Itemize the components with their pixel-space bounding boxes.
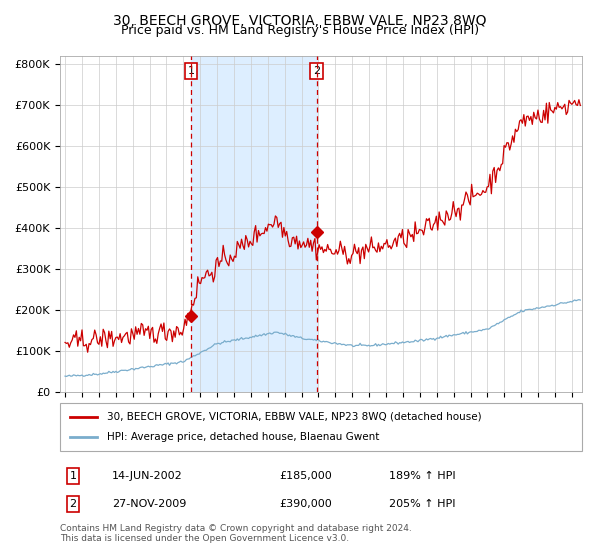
Bar (191, 56, 317, 392)
Text: 1: 1 (187, 66, 194, 76)
Text: £185,000: £185,000 (279, 471, 332, 481)
FancyBboxPatch shape (60, 403, 582, 451)
Text: 1: 1 (70, 471, 77, 481)
Text: Contains HM Land Registry data © Crown copyright and database right 2024.
This d: Contains HM Land Registry data © Crown c… (60, 524, 412, 543)
Text: 189% ↑ HPI: 189% ↑ HPI (389, 471, 455, 481)
Text: 27-NOV-2009: 27-NOV-2009 (112, 499, 187, 509)
Text: HPI: Average price, detached house, Blaenau Gwent: HPI: Average price, detached house, Blae… (107, 432, 379, 442)
Text: Price paid vs. HM Land Registry's House Price Index (HPI): Price paid vs. HM Land Registry's House … (121, 24, 479, 37)
Text: 30, BEECH GROVE, VICTORIA, EBBW VALE, NP23 8WQ (detached house): 30, BEECH GROVE, VICTORIA, EBBW VALE, NP… (107, 412, 482, 422)
Text: 30, BEECH GROVE, VICTORIA, EBBW VALE, NP23 8WQ: 30, BEECH GROVE, VICTORIA, EBBW VALE, NP… (113, 14, 487, 28)
Text: 205% ↑ HPI: 205% ↑ HPI (389, 499, 455, 509)
Text: £390,000: £390,000 (279, 499, 332, 509)
Text: 14-JUN-2002: 14-JUN-2002 (112, 471, 183, 481)
Text: 2: 2 (70, 499, 77, 509)
Text: 2: 2 (313, 66, 320, 76)
